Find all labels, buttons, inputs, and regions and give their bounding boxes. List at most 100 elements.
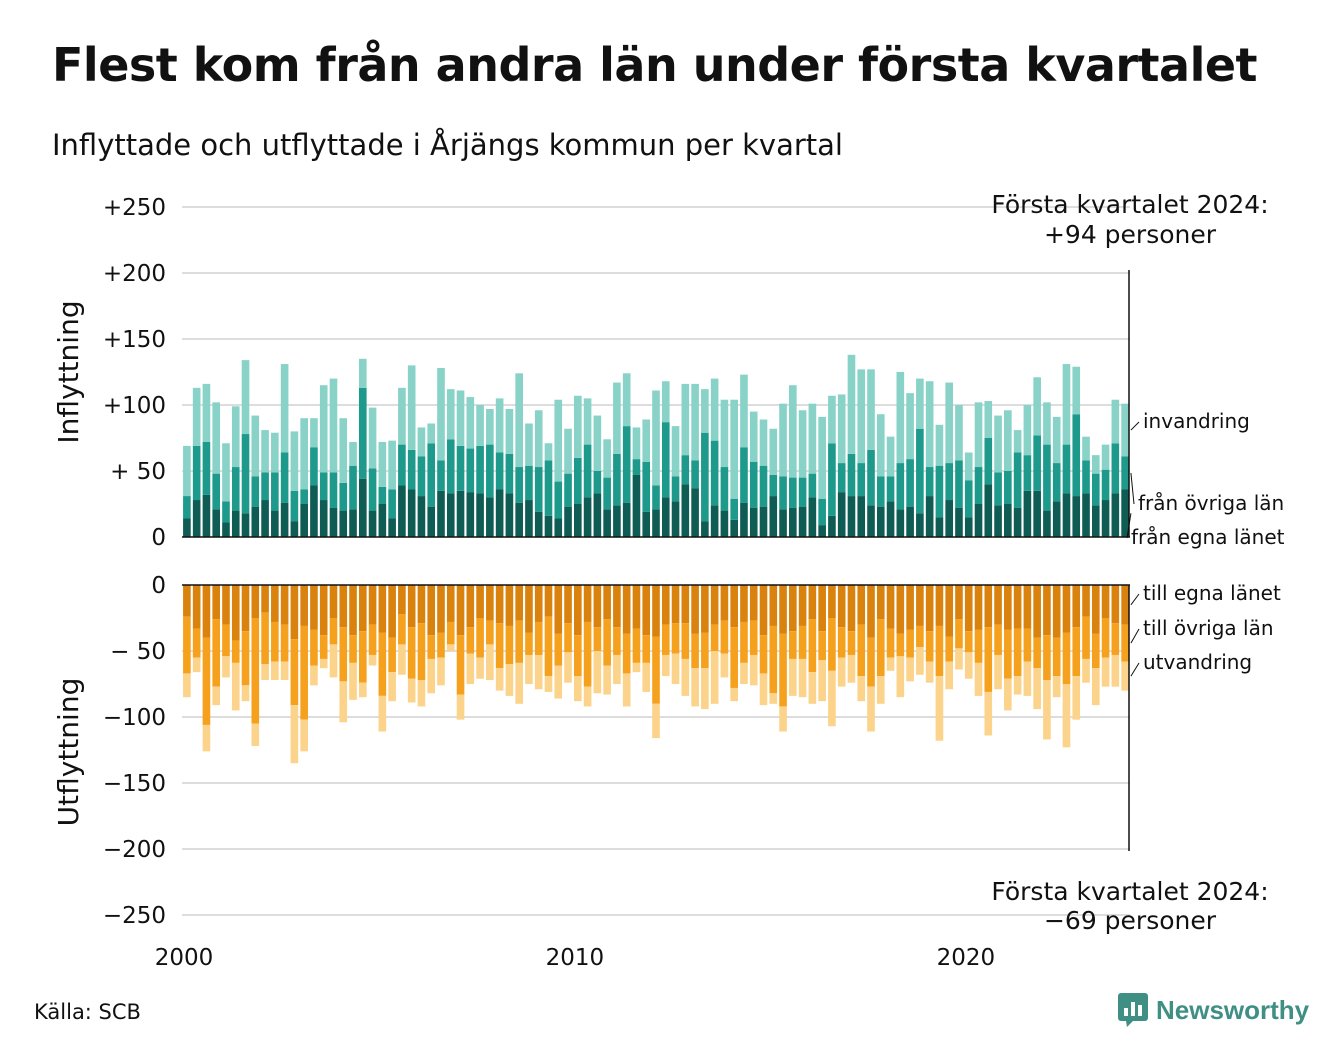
outflow-bar-till-egna-länet [603, 585, 611, 620]
outflow-bar-till-egna-länet [583, 585, 592, 622]
inflow-bar-invandring [1082, 436, 1090, 461]
outflow-bar-till-egna-länet [398, 585, 406, 615]
inflow-bar-från-egna-länet [964, 517, 973, 537]
inflow-bar-invandring [202, 383, 211, 442]
outflow-bar-utvandring [466, 653, 475, 684]
outflow-bar-till-övriga-län [329, 618, 338, 645]
inflow-bar-från-egna-länet [808, 497, 817, 537]
inflow-bar-från-övriga-län [720, 467, 729, 511]
inflow-gridlines: 0 + 50 +100 +150 +200 +250 [103, 195, 1130, 551]
outflow-bar-utvandring [837, 657, 846, 687]
outflow-bar-till-övriga-län [593, 627, 602, 651]
inflow-bar-från-övriga-län [349, 465, 357, 510]
outflow-bar-till-övriga-län [241, 631, 250, 686]
inflow-bar-från-egna-länet [994, 505, 1002, 537]
inflow-bar-från-egna-länet [1004, 504, 1012, 537]
outflow-bar-till-egna-länet [759, 585, 768, 636]
outflow-bar-till-övriga-län [818, 631, 826, 661]
inflow-bar-från-övriga-län [574, 457, 582, 504]
outflow-bar-till-egna-länet [964, 585, 973, 632]
outflow-bar-utvandring [984, 691, 993, 736]
inflow-bar-invandring [945, 382, 954, 464]
inflow-bar-från-egna-länet [251, 506, 260, 537]
inflow-bar-från-egna-länet [1111, 493, 1120, 537]
inflow-bar-invandring [691, 383, 699, 461]
outflow-bar-till-egna-länet [290, 585, 299, 640]
chart-subtitle: Inflyttade och utflyttade i Årjängs komm… [52, 128, 843, 162]
inflow-bar-från-övriga-län [183, 496, 191, 519]
inflow-bar-från-egna-länet [916, 513, 924, 537]
outflow-bar-till-egna-länet [945, 585, 954, 637]
outflow-bar-till-övriga-län [740, 621, 748, 663]
outflow-bar-till-övriga-län [994, 624, 1002, 655]
outflow-bar-utvandring [398, 644, 406, 675]
outflow-bar-till-egna-länet [925, 585, 934, 632]
outflow-tick-label: 0 [151, 573, 166, 599]
outflow-bar-till-övriga-län [759, 635, 768, 674]
inflow-bar-från-egna-länet [261, 500, 269, 537]
inflow-bar-från-egna-länet [701, 521, 709, 537]
inflow-tick-label: +150 [103, 327, 166, 353]
inflow-bar-från-övriga-län [1101, 469, 1110, 501]
inflow-bar-från-egna-länet [613, 505, 621, 537]
inflow-bar-invandring [671, 426, 680, 477]
outflow-bar-till-egna-länet [407, 585, 416, 628]
inflow-bar-från-övriga-län [280, 452, 289, 503]
outflow-bar-till-övriga-län [837, 627, 846, 658]
outflow-bar-utvandring [886, 657, 895, 671]
inflow-bar-från-övriga-län [955, 460, 963, 508]
newsworthy-logo: Newsworthy [1118, 993, 1309, 1027]
inflow-bar-från-egna-länet [534, 511, 543, 537]
outflow-bar-utvandring [955, 648, 963, 670]
inflow-bar-invandring [466, 397, 475, 449]
outflow-bar-till-egna-länet [349, 585, 357, 636]
inflow-bar-från-egna-länet [486, 497, 494, 537]
outflow-bar-till-övriga-län [378, 632, 387, 696]
outflow-bar-utvandring [808, 672, 817, 704]
outflow-bar-till-egna-länet [779, 585, 787, 634]
inflow-bar-invandring [916, 378, 924, 429]
outflow-bar-utvandring [1062, 684, 1071, 748]
outflow-bar-utvandring [310, 665, 318, 686]
outflow-bar-till-övriga-län [446, 621, 455, 645]
outflow-bar-till-egna-länet [574, 585, 582, 636]
outflow-bar-till-egna-länet [984, 585, 993, 628]
inflow-bar-från-egna-länet [417, 496, 426, 537]
inflow-bar-invandring [212, 402, 221, 474]
inflow-bar-invandring [1062, 364, 1071, 445]
inflow-bar-invandring [857, 369, 866, 464]
inflow-bar-från-övriga-län [603, 477, 611, 510]
outflow-bar-utvandring [544, 676, 553, 692]
outflow-bar-utvandring [574, 676, 582, 702]
outflow-bar-till-egna-länet [231, 585, 240, 641]
outflow-bar-till-övriga-län [300, 625, 308, 720]
inflow-bar-invandring [759, 419, 768, 466]
outflow-bar-till-övriga-län [974, 629, 983, 663]
outflow-bar-till-egna-länet [534, 585, 543, 622]
outflow-bar-till-egna-länet [661, 585, 670, 625]
inflow-bar-invandring [769, 428, 778, 475]
inflow-bar-från-egna-länet [896, 509, 905, 537]
outflow-bar-till-övriga-län [437, 632, 445, 658]
inflow-bar-från-övriga-län [1072, 414, 1081, 497]
inflow-bar-från-övriga-län [681, 455, 690, 485]
outflow-bar-till-egna-länet [486, 585, 494, 621]
outflow-bar-till-övriga-län [251, 618, 260, 724]
inflow-bar-från-övriga-län [1111, 443, 1120, 494]
outflow-bar-utvandring [1043, 680, 1051, 740]
outflow-bar-till-egna-länet [710, 585, 719, 625]
inflow-bar-från-egna-länet [886, 501, 895, 537]
inflow-bar-från-övriga-län [857, 463, 866, 497]
inflow-bar-från-övriga-län [495, 452, 504, 490]
outflow-bar-till-övriga-län [544, 616, 553, 677]
inflow-bar-från-övriga-län [661, 422, 670, 498]
inflow-bar-invandring [974, 402, 983, 468]
series-label-leader [1130, 472, 1135, 505]
inflow-annotation-line1: Första kvartalet 2024: [991, 190, 1268, 219]
outflow-bar-till-egna-länet [808, 585, 817, 620]
inflow-bar-invandring [847, 354, 856, 454]
outflow-bar-till-egna-länet [867, 585, 875, 638]
outflow-bar-utvandring [446, 644, 455, 651]
outflow-bar-till-övriga-län [632, 628, 641, 663]
outflow-bar-till-övriga-län [564, 623, 572, 653]
